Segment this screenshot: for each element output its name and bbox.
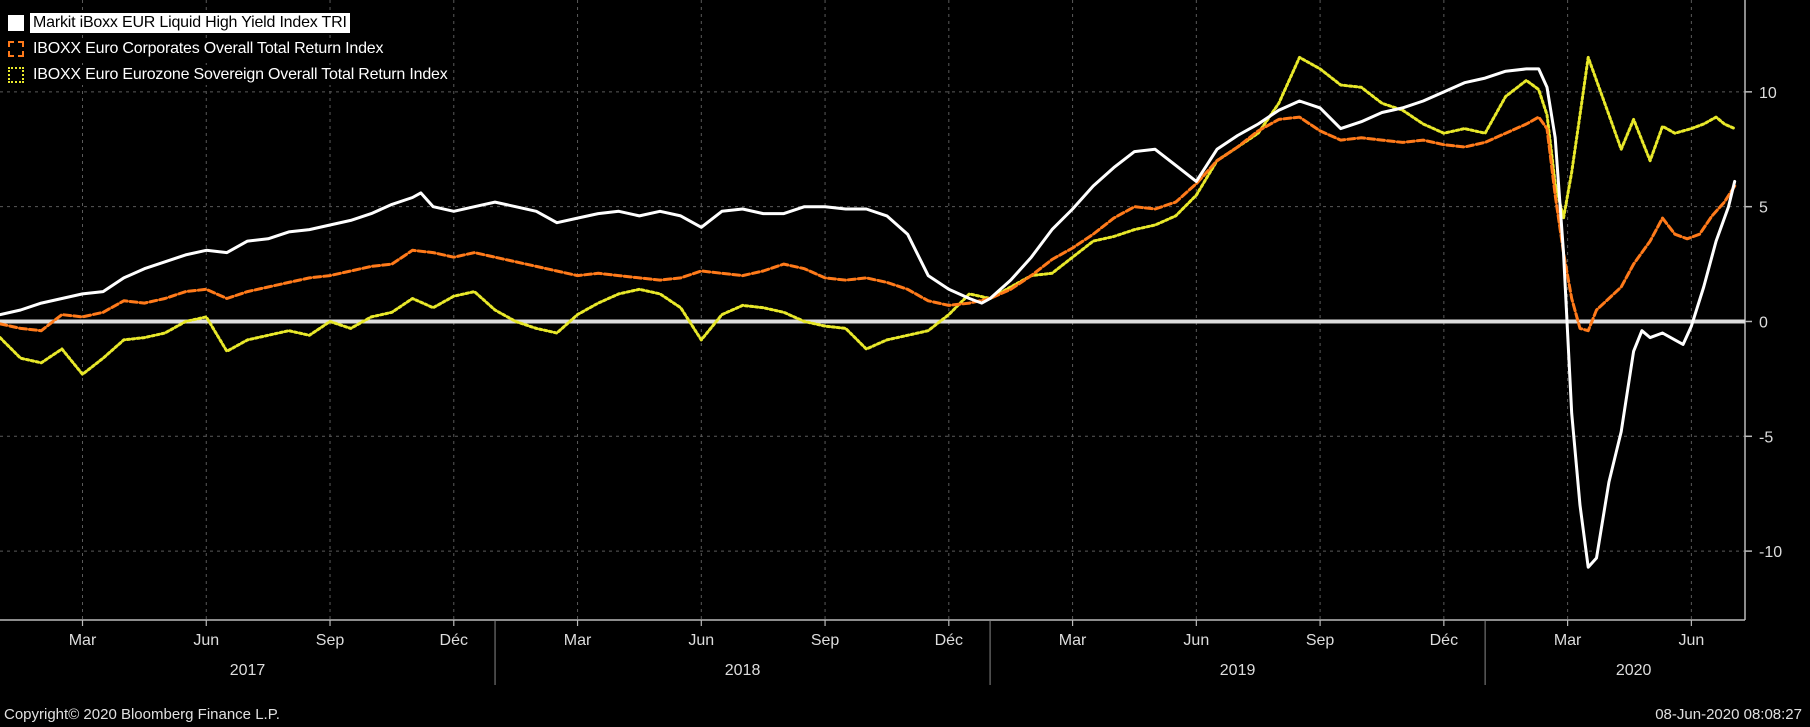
x-tick-label: Jun xyxy=(193,632,219,649)
legend: Markit iBoxx EUR Liquid High Yield Index… xyxy=(8,10,451,88)
x-tick-label: Jun xyxy=(688,632,714,649)
x-tick-label: Jun xyxy=(1678,632,1704,649)
legend-item-high-yield: Markit iBoxx EUR Liquid High Yield Index… xyxy=(8,10,451,36)
y-tick-label: 5 xyxy=(1759,200,1768,217)
y-tick-label: 10 xyxy=(1759,85,1777,102)
tick-labels: 10 5 0 -5 -10 Mar Jun Sep Déc Mar Jun Sep Déc Mar Jun S… xyxy=(69,85,1783,679)
axes xyxy=(0,0,1746,685)
x-tick-label: Mar xyxy=(1059,632,1087,649)
legend-item-corporates: IBOXX Euro Corporates Overall Total Retu… xyxy=(8,36,451,62)
x-tick-label: Mar xyxy=(564,632,592,649)
legend-label-corporates: IBOXX Euro Corporates Overall Total Retu… xyxy=(30,39,387,59)
legend-swatch-corporates xyxy=(8,41,24,57)
x-tick-label: Jun xyxy=(1183,632,1209,649)
year-label: 2017 xyxy=(230,662,266,679)
legend-swatch-sovereign xyxy=(8,67,24,83)
year-label: 2018 xyxy=(725,662,761,679)
x-tick-label: Mar xyxy=(1554,632,1582,649)
x-tick-label: Sep xyxy=(316,632,345,649)
year-label: 2020 xyxy=(1616,662,1652,679)
legend-label-sovereign: IBOXX Euro Eurozone Sovereign Overall To… xyxy=(30,65,451,85)
x-tick-label: Déc xyxy=(1430,632,1458,649)
timestamp-text: 08-Jun-2020 08:08:27 xyxy=(1655,706,1802,723)
legend-swatch-high-yield xyxy=(8,15,24,31)
legend-label-high-yield: Markit iBoxx EUR Liquid High Yield Index… xyxy=(30,13,350,33)
year-label: 2019 xyxy=(1220,662,1256,679)
y-tick-label: 0 xyxy=(1759,314,1768,331)
series-line-1 xyxy=(0,115,1737,333)
copyright-text: Copyright© 2020 Bloomberg Finance L.P. xyxy=(4,706,280,723)
series-line-0 xyxy=(0,67,1737,569)
y-tick-label: -10 xyxy=(1759,544,1782,561)
x-tick-label: Déc xyxy=(440,632,468,649)
x-tick-label: Mar xyxy=(69,632,97,649)
y-tick-label: -5 xyxy=(1759,429,1773,446)
x-tick-label: Déc xyxy=(935,632,963,649)
x-tick-label: Sep xyxy=(811,632,840,649)
legend-item-sovereign: IBOXX Euro Eurozone Sovereign Overall To… xyxy=(8,62,451,88)
series-lines xyxy=(0,55,1737,569)
x-tick-label: Sep xyxy=(1306,632,1335,649)
